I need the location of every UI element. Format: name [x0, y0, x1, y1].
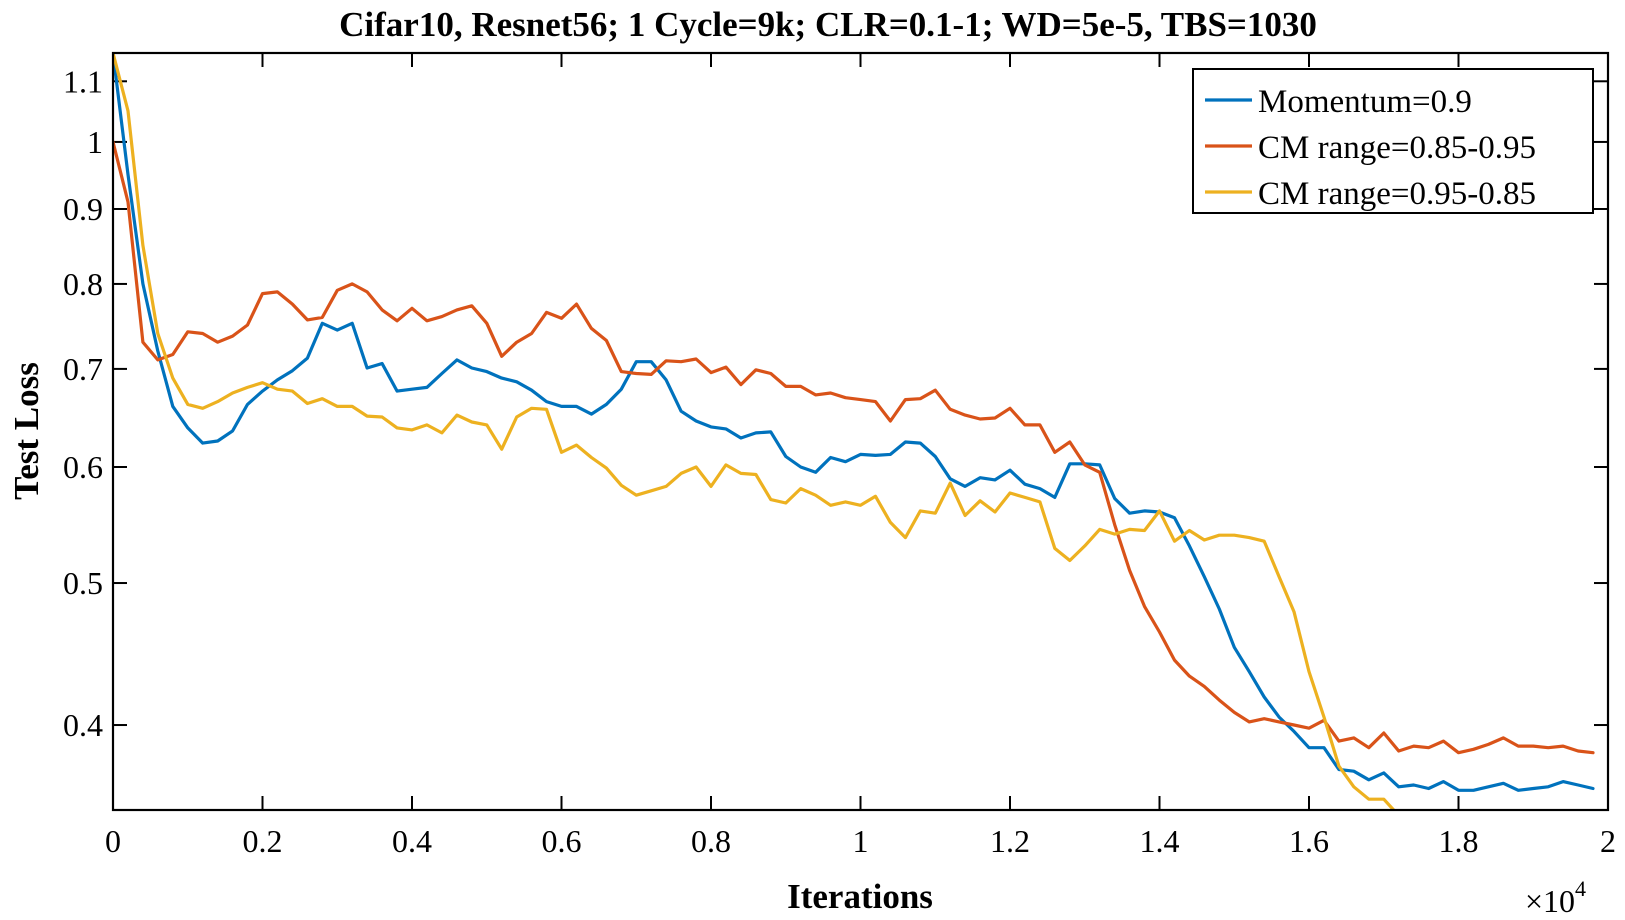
y-tick-label: 0.6 — [63, 449, 103, 485]
legend-label: CM range=0.95-0.85 — [1258, 176, 1536, 212]
x-tick-label: 0.2 — [243, 823, 283, 859]
x-axis-multiplier: ×104 — [1525, 876, 1586, 919]
x-multiplier-exponent: 4 — [1575, 876, 1586, 901]
x-tick-label: 0 — [105, 823, 121, 859]
y-axis: 0.4 0.5 0.6 0.7 0.8 0.9 1 1.1 — [63, 63, 1608, 743]
legend-label: CM range=0.85-0.95 — [1258, 130, 1536, 166]
series-lines — [113, 53, 1595, 810]
x-tick-label: 1.2 — [990, 823, 1030, 859]
series-line-1 — [113, 53, 1595, 792]
chart-title: Cifar10, Resnet56; 1 Cycle=9k; CLR=0.1-1… — [339, 5, 1317, 44]
y-tick-label: 0.5 — [63, 565, 103, 601]
y-tick-label: 0.7 — [63, 351, 103, 387]
x-tick-label: 1.8 — [1439, 823, 1479, 859]
x-tick-label: 1.4 — [1140, 823, 1180, 859]
y-tick-label: 0.9 — [63, 191, 103, 227]
y-tick-label: 0.8 — [63, 266, 103, 302]
plot-area — [111, 51, 1610, 812]
legend-box — [1192, 68, 1594, 214]
x-tick-label: 2 — [1600, 823, 1616, 859]
y-axis-label: Test Loss — [7, 362, 46, 500]
series-line-3 — [113, 53, 1396, 810]
legend: Momentum=0.9 CM range=0.85-0.95 CM range=0… — [1192, 68, 1594, 214]
y-tick-label: 0.4 — [63, 707, 103, 743]
x-tick-label: 0.4 — [392, 823, 432, 859]
x-axis: 0 0.2 0.4 0.6 0.8 1 1.2 1.4 1.6 1.8 2 — [105, 53, 1616, 859]
x-tick-label: 1.6 — [1289, 823, 1329, 859]
x-multiplier-base: ×10 — [1525, 883, 1575, 919]
series-line-2 — [113, 140, 1595, 755]
x-tick-label: 0.6 — [542, 823, 582, 859]
legend-label: Momentum=0.9 — [1258, 84, 1472, 120]
x-tick-label: 1 — [853, 823, 869, 859]
y-tick-label: 1 — [87, 124, 103, 160]
y-tick-label: 1.1 — [63, 63, 103, 99]
x-axis-label: Iterations — [787, 877, 933, 916]
x-tick-label: 0.8 — [691, 823, 731, 859]
